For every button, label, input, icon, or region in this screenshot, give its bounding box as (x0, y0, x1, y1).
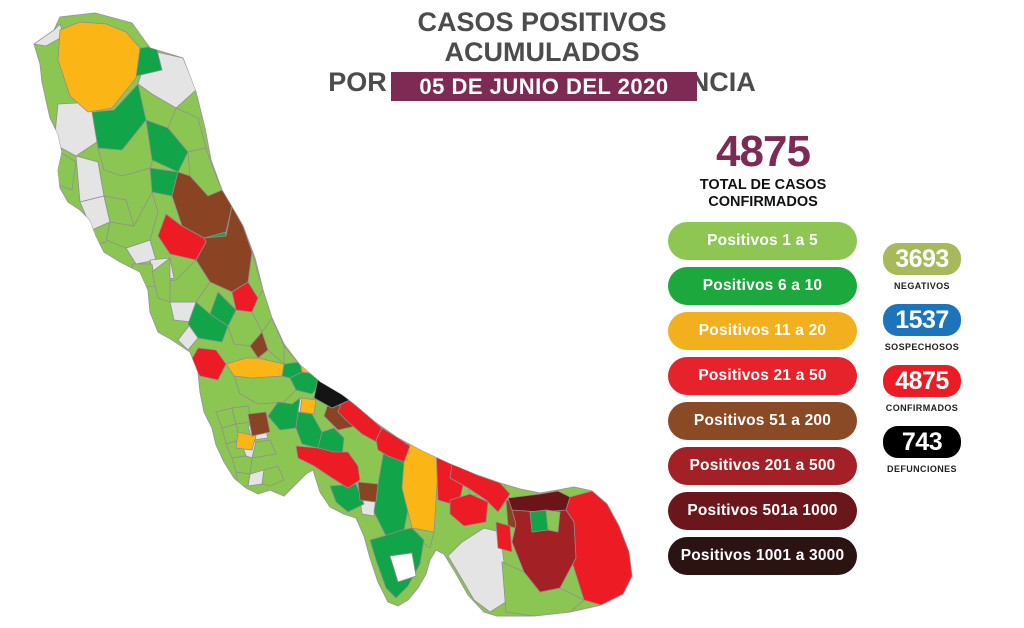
municipality-g1 (261, 465, 285, 487)
total-label-line-1: TOTAL DE CASOS (699, 177, 827, 193)
municipality-rd (157, 213, 207, 261)
municipality-mr (507, 490, 571, 513)
municipality-g2 (145, 119, 189, 173)
total-confirmed-block: 4875 TOTAL DE CASOS CONFIRMADOS (668, 130, 858, 211)
municipality-rd (375, 427, 411, 463)
municipality-yl (225, 357, 285, 379)
municipality-rd (495, 521, 513, 553)
legend-pill: Positivos 21 a 50 (668, 357, 857, 395)
stat-group: 3693 NEGATIVOS (883, 243, 961, 291)
stat-group: 743 DEFUNCIONES (883, 426, 961, 474)
municipality-rd (231, 281, 259, 313)
municipality-g1 (251, 439, 277, 459)
title-line-1: CASOS POSITIVOS ACUMULADOS (417, 7, 667, 68)
legend-pill: Positivos 201 a 500 (668, 447, 857, 485)
stat-pill: 3693 (883, 243, 961, 275)
municipality-g2 (529, 509, 549, 533)
legend-pill: Positivos 1001 a 3000 (668, 537, 857, 575)
stat-pill: 4875 (883, 365, 961, 397)
municipality-g1 (131, 263, 157, 289)
municipality-cells (34, 21, 632, 616)
municipality-yl (235, 431, 257, 451)
stat-label: CONFIRMADOS (885, 403, 959, 413)
legend-pill: Positivos 51 a 200 (668, 402, 857, 440)
municipality-br (247, 411, 271, 437)
total-confirmed-label: TOTAL DE CASOS CONFIRMADOS (668, 177, 858, 211)
legend-list: Positivos 1 a 5 Positivos 6 a 10 Positivos… (668, 222, 857, 575)
legend-pill: Positivos 501a 1000 (668, 492, 857, 530)
date-banner: 05 DE JUNIO DEL 2020 (391, 72, 697, 101)
municipality-yl (299, 397, 317, 415)
municipality-rd (449, 493, 489, 527)
stat-group: 1537 SOSPECHOSOS (883, 304, 961, 352)
legend-pill: Positivos 11 a 20 (668, 312, 857, 350)
legend-pill: Positivos 6 a 10 (668, 267, 857, 305)
stats-list: 3693 NEGATIVOS 1537 SOSPECHOSOS 4875 CONFIRMA… (883, 243, 961, 474)
municipality-rd (295, 445, 361, 489)
stat-label: NEGATIVOS (894, 281, 950, 291)
stat-pill: 743 (883, 426, 961, 458)
stat-label: SOSPECHOSOS (884, 342, 960, 352)
stat-pill: 1537 (883, 304, 961, 336)
municipality-g2 (187, 301, 229, 343)
municipality-g1 (151, 257, 171, 303)
municipality-g1 (105, 190, 159, 249)
stat-group: 4875 CONFIRMADOS (883, 365, 961, 413)
municipality-g1 (545, 509, 561, 533)
municipality-g1 (235, 471, 251, 487)
legend-pill: Positivos 1 a 5 (668, 222, 857, 260)
stat-label: DEFUNCIONES (887, 464, 957, 474)
municipality-wt (389, 552, 417, 583)
total-label-line-2: CONFIRMADOS (708, 194, 818, 211)
total-confirmed-value: 4875 (716, 127, 811, 176)
municipality-br (357, 481, 379, 503)
municipality-yl (57, 21, 141, 113)
municipality-g1 (231, 455, 253, 475)
municipality-br (249, 331, 269, 359)
